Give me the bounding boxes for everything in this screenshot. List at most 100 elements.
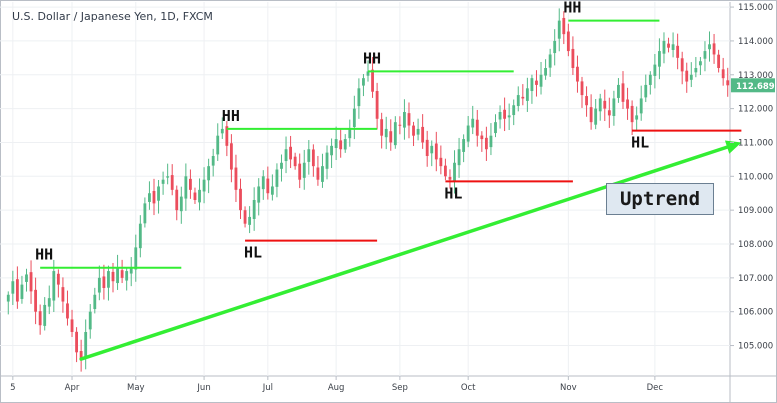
candle-body <box>375 90 379 119</box>
candle <box>321 153 324 188</box>
higher-low-label: HL <box>631 134 649 152</box>
candle <box>498 105 502 129</box>
candle <box>512 99 516 126</box>
candle <box>125 267 129 291</box>
last-price-badge <box>731 78 775 93</box>
candle-body <box>507 115 511 118</box>
candle-body <box>680 58 684 72</box>
candle-body <box>166 176 170 178</box>
candle <box>480 131 484 152</box>
candle-body <box>489 135 493 148</box>
candle-body <box>120 270 124 278</box>
time-tick-label: Aug <box>328 383 345 393</box>
candle-body <box>307 149 311 162</box>
candle-body <box>598 98 602 112</box>
candle <box>635 106 639 131</box>
candle <box>298 153 302 189</box>
candle <box>93 287 97 314</box>
time-tick-label: Dec <box>647 383 664 393</box>
candle <box>293 152 297 170</box>
candle-body <box>339 140 343 150</box>
candle <box>38 304 42 335</box>
candle-body <box>662 40 666 54</box>
price-tick-label: 108.000 <box>738 240 773 250</box>
candle <box>539 61 543 95</box>
candle-body <box>52 271 56 301</box>
candle-body <box>398 124 402 126</box>
time-tick-label: Apr <box>65 383 80 393</box>
candle-body <box>658 51 661 67</box>
price-tick-label: 113.000 <box>738 71 773 81</box>
time-tick-label: Nov <box>560 383 577 393</box>
candle-body <box>521 96 525 99</box>
candle-body <box>393 122 397 146</box>
candle-body <box>571 48 575 68</box>
candle-body <box>134 247 138 270</box>
candle <box>15 266 19 309</box>
candle <box>698 56 702 76</box>
candle <box>270 174 274 201</box>
candle <box>129 257 133 287</box>
candle <box>557 8 561 52</box>
candle-body <box>111 271 115 282</box>
candle <box>202 167 206 204</box>
candle <box>380 112 384 149</box>
candle <box>70 309 74 337</box>
candle-body <box>512 105 516 116</box>
candle-body <box>380 119 384 136</box>
candle <box>466 116 470 148</box>
candle-body <box>107 271 110 288</box>
candle-body <box>189 178 192 190</box>
candle-body <box>352 108 356 128</box>
candle-body <box>148 193 151 202</box>
candle-body <box>412 125 415 136</box>
candle <box>166 163 170 185</box>
candle-body <box>316 167 320 180</box>
candle-body <box>612 98 616 117</box>
candle <box>170 164 174 196</box>
candle-body <box>471 118 475 128</box>
candles <box>6 8 730 372</box>
candle-body <box>175 189 179 211</box>
candle <box>644 74 648 103</box>
candle-body <box>275 169 279 187</box>
candle <box>648 71 652 95</box>
candle-body <box>343 139 347 150</box>
candle <box>471 105 475 135</box>
candle-body <box>617 84 620 98</box>
candle <box>708 31 711 62</box>
candle-body <box>47 298 51 307</box>
candle <box>430 140 434 167</box>
candle-body <box>252 200 256 219</box>
candle-body <box>434 143 438 160</box>
candle-body <box>403 112 406 128</box>
candle-body <box>689 74 693 80</box>
candle <box>589 94 593 130</box>
candle <box>138 215 142 258</box>
last-price-tag: 112.689 <box>731 78 775 93</box>
candle-body <box>29 272 33 292</box>
candle <box>585 86 588 117</box>
candle-body <box>25 274 28 282</box>
candle-body <box>607 110 611 116</box>
candle-body <box>125 271 129 281</box>
candle <box>475 109 479 147</box>
candle-body <box>284 149 288 162</box>
candle <box>494 114 497 138</box>
candle-body <box>11 281 15 294</box>
candle <box>639 85 643 121</box>
higher-high-label: HH <box>35 246 53 264</box>
candle-body <box>6 294 10 302</box>
candle <box>66 290 69 326</box>
candle <box>120 259 124 284</box>
candle-body <box>348 128 352 139</box>
candle <box>371 57 374 98</box>
candle-body <box>585 96 588 106</box>
candle-body <box>425 139 429 156</box>
candle <box>521 84 525 106</box>
candle-body <box>443 165 447 177</box>
candle <box>220 117 224 139</box>
candle <box>653 54 657 89</box>
candle <box>43 297 47 331</box>
candle-body <box>685 70 689 82</box>
